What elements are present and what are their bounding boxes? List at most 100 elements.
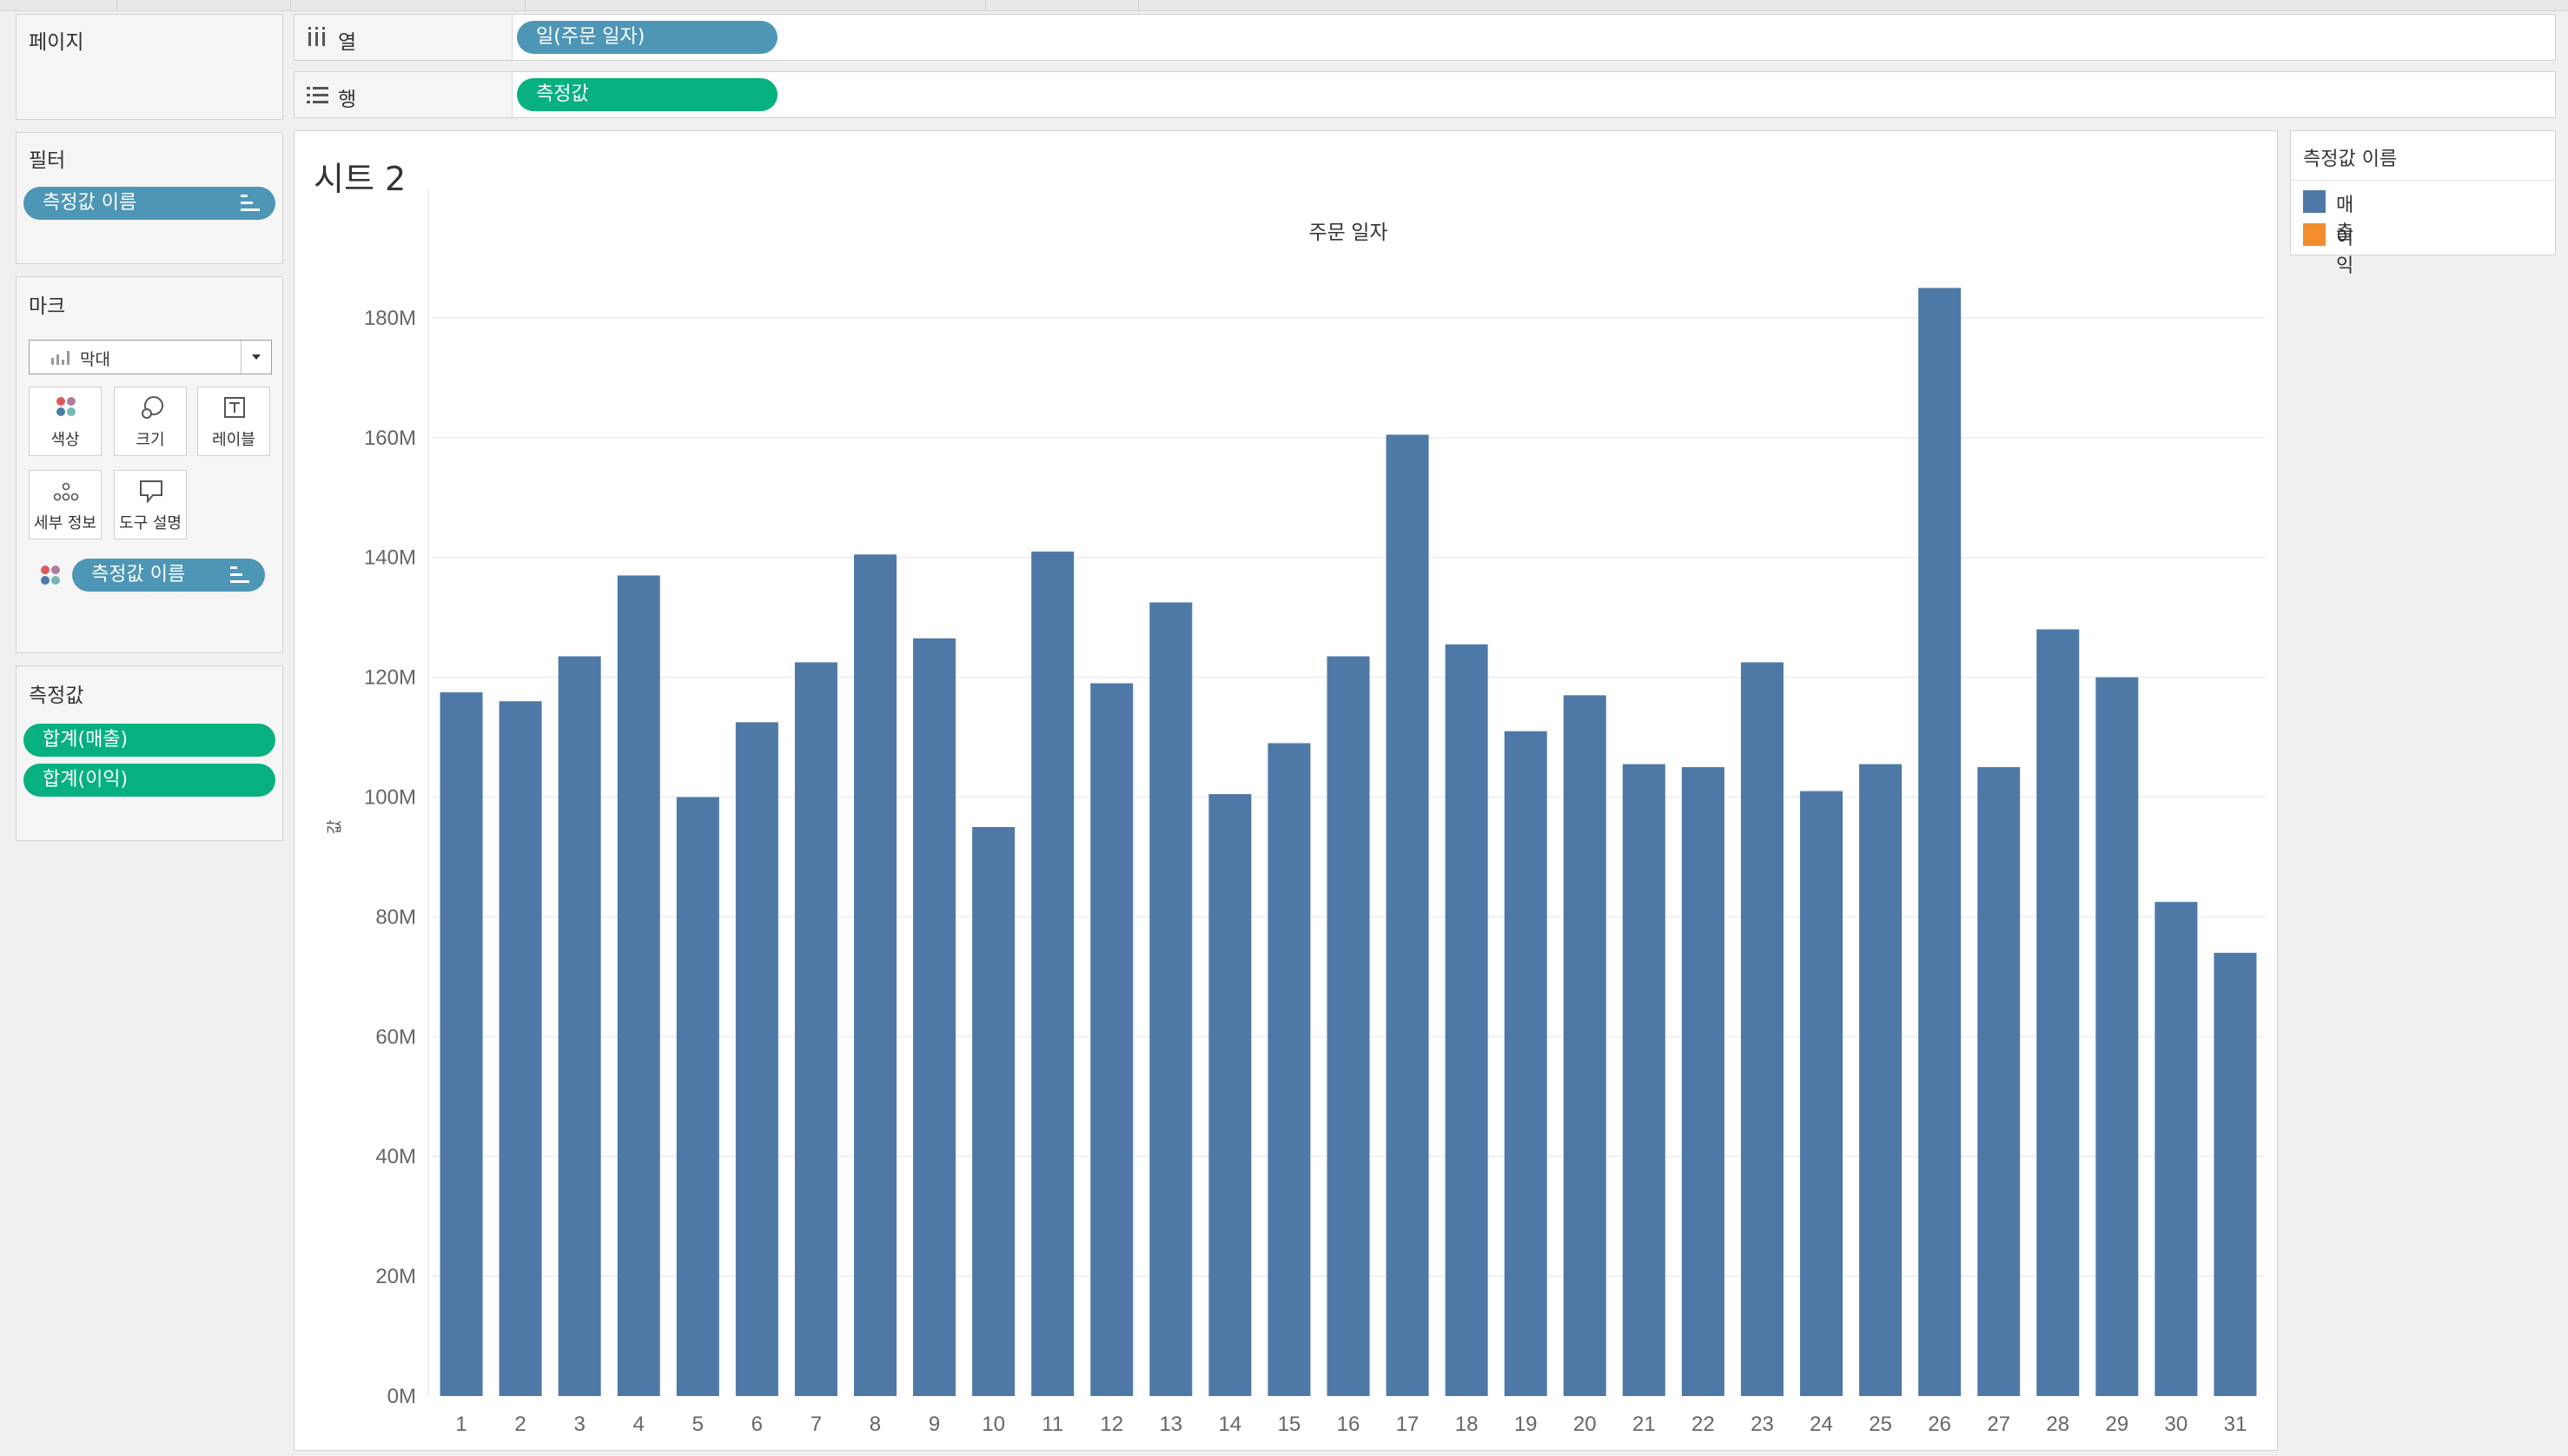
bar [735, 722, 778, 1396]
filter-pill-measure-names[interactable]: 측정값 이름 [23, 187, 275, 220]
x-tick-label: 15 [1278, 1413, 1301, 1436]
x-tick-label: 24 [1810, 1413, 1833, 1436]
detail-icon [30, 478, 101, 506]
x-tick-label: 18 [1455, 1413, 1479, 1436]
x-tick-label: 9 [929, 1413, 940, 1436]
rows-shelf-header: 행 [295, 72, 513, 117]
bar [1740, 662, 1784, 1396]
color-button[interactable]: 색상 [29, 387, 102, 456]
bar [1267, 743, 1311, 1396]
legend-label-profit: 이익 [2336, 228, 2354, 277]
rows-label: 행 [338, 89, 357, 111]
y-axis-title: 값 [326, 820, 343, 835]
tab-segment[interactable] [290, 0, 526, 10]
x-tick-label: 8 [870, 1413, 881, 1436]
bar [1563, 695, 1606, 1396]
x-tick-label: 22 [1691, 1413, 1715, 1436]
detail-button[interactable]: 세부 정보 [29, 470, 102, 539]
columns-pill-order-day[interactable]: 일(주문 일자) [517, 21, 778, 54]
y-tick-label: 180M [364, 307, 416, 330]
bar [1622, 764, 1665, 1396]
y-tick-label: 0M [387, 1385, 416, 1408]
bar [1327, 656, 1370, 1396]
rows-shelf[interactable]: 행 측정값 [294, 71, 2556, 118]
tab-segment[interactable] [0, 0, 117, 10]
top-tab-strip [0, 0, 2568, 11]
label-button-label: 레이블 [212, 431, 255, 449]
bar [2036, 629, 2080, 1396]
x-tick-label: 17 [1396, 1413, 1420, 1436]
bar [1208, 794, 1252, 1396]
x-tick-label: 3 [573, 1413, 585, 1436]
y-tick-label: 60M [375, 1025, 416, 1049]
bar [1681, 767, 1724, 1396]
x-tick-label: 23 [1751, 1413, 1774, 1436]
label-button[interactable]: 레이블 [197, 387, 270, 456]
x-tick-label: 28 [2046, 1413, 2069, 1436]
pages-title: 페이지 [29, 31, 84, 54]
tab-segment[interactable] [985, 0, 1139, 10]
x-tick-label: 4 [633, 1413, 645, 1436]
mark-type-dropdown[interactable]: 막대 [29, 340, 272, 374]
size-button[interactable]: 크기 [114, 387, 187, 456]
detail-button-label: 세부 정보 [34, 514, 96, 533]
bar [1977, 767, 2021, 1396]
x-tick-label: 6 [751, 1413, 763, 1436]
measure-pill-sales[interactable]: 합계(매출) [23, 724, 275, 757]
legend-divider [2291, 180, 2555, 181]
columns-label: 열 [338, 31, 357, 54]
filters-card[interactable]: 필터 측정값 이름 [16, 132, 283, 264]
bar [913, 638, 956, 1396]
tooltip-icon [115, 478, 186, 506]
x-tick-label: 19 [1514, 1413, 1538, 1436]
bar [440, 692, 483, 1396]
x-tick-label: 29 [2105, 1413, 2128, 1436]
bar [499, 701, 542, 1396]
legend-swatch-profit [2303, 223, 2326, 246]
label-icon [198, 394, 269, 422]
chart-title: 주문 일자 [1308, 221, 1387, 243]
visualization-pane: 시트 2 주문 일자 값 0M 20M 40M 60M 80M 100M 120M 140M 160… [294, 130, 2278, 1451]
x-tick-label: 26 [1928, 1413, 1951, 1436]
bar [617, 575, 660, 1396]
x-tick-label: 27 [1987, 1413, 2010, 1436]
x-tick-label: 5 [692, 1413, 704, 1436]
tab-segment[interactable] [525, 0, 986, 10]
bar [1090, 683, 1134, 1396]
x-tick-label: 25 [1869, 1413, 1892, 1436]
marks-card: 마크 막대 색상 크기 레이블 세부 정보 도 [16, 276, 283, 653]
columns-shelf-header: 열 [295, 15, 513, 60]
rows-pill-measure-values[interactable]: 측정값 [517, 78, 778, 111]
measure-values-title: 측정값 [29, 685, 84, 707]
x-tick-label: 7 [811, 1413, 822, 1436]
color-button-label: 색상 [50, 431, 80, 449]
tab-segment[interactable] [116, 0, 291, 10]
tooltip-button-label: 도구 설명 [119, 514, 182, 533]
pages-card[interactable]: 페이지 [16, 14, 283, 120]
y-tick-label: 140M [364, 546, 416, 570]
measure-values-card[interactable]: 측정값 합계(매출) 합계(이익) [16, 665, 283, 841]
x-tick-label: 1 [455, 1413, 467, 1436]
sheet-title: 시트 2 [314, 160, 407, 198]
legend-swatch-sales [2303, 190, 2326, 213]
color-pill-measure-names[interactable]: 측정값 이름 [72, 559, 265, 592]
chevron-down-icon [241, 341, 271, 374]
x-tick-label: 21 [1632, 1413, 1656, 1436]
tooltip-button[interactable]: 도구 설명 [114, 470, 187, 539]
measure-pill-profit[interactable]: 합계(이익) [23, 764, 275, 797]
y-tick-label: 80M [375, 905, 416, 929]
marks-title: 마크 [29, 295, 66, 318]
columns-shelf[interactable]: 열 일(주문 일자) [294, 14, 2556, 61]
bar [2095, 677, 2139, 1396]
bar [1445, 644, 1488, 1396]
y-tick-label: 100M [364, 786, 416, 810]
filters-title: 필터 [29, 149, 66, 172]
bar [1504, 731, 1547, 1396]
size-icon [115, 394, 186, 422]
bar [972, 827, 1016, 1396]
x-tick-label: 31 [2224, 1413, 2247, 1436]
bar [1031, 551, 1075, 1396]
y-tick-label: 40M [375, 1145, 416, 1168]
x-tick-label: 20 [1573, 1413, 1597, 1436]
x-tick-label: 10 [982, 1413, 1005, 1436]
